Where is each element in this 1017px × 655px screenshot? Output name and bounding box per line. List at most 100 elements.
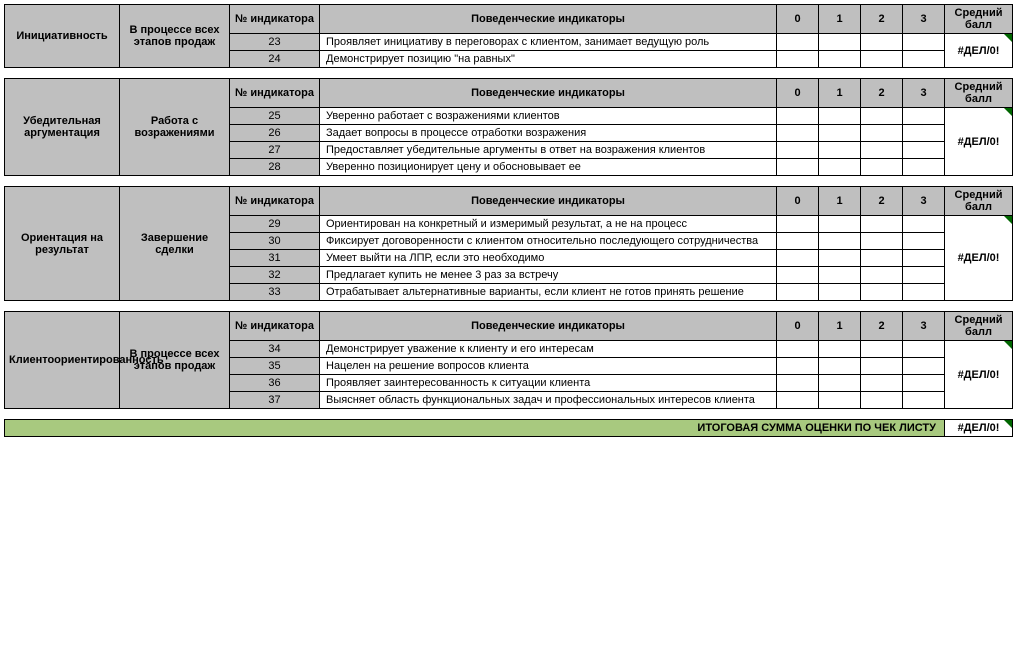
- score-cell-2: [861, 358, 903, 375]
- score-cell-0: [777, 216, 819, 233]
- score-cell-2: [861, 284, 903, 301]
- col-header-avg: Средний балл: [945, 312, 1013, 341]
- col-header-avg: Средний балл: [945, 187, 1013, 216]
- score-cell-2: [861, 125, 903, 142]
- indicator-text: Уверенно работает с возражениями клиенто…: [320, 108, 777, 125]
- competency-section: Убедительная аргументацияРабота с возраж…: [4, 78, 1013, 176]
- col-header-score-3: 3: [903, 187, 945, 216]
- indicator-text: Проявляет инициативу в переговорах с кли…: [320, 34, 777, 51]
- score-cell-1: [819, 108, 861, 125]
- score-cell-2: [861, 34, 903, 51]
- stage-label: В процессе всех этапов продаж: [120, 5, 230, 68]
- indicator-number: 25: [230, 108, 320, 125]
- competency-label: Ориентация на результат: [5, 187, 120, 301]
- score-cell-3: [903, 341, 945, 358]
- indicator-text: Отрабатывает альтернативные варианты, ес…: [320, 284, 777, 301]
- score-cell-1: [819, 375, 861, 392]
- stage-label: Работа с возражениями: [120, 79, 230, 176]
- col-header-score-0: 0: [777, 79, 819, 108]
- score-cell-1: [819, 125, 861, 142]
- stage-label: В процессе всех этапов продаж: [120, 312, 230, 409]
- stage-label: Завершение сделки: [120, 187, 230, 301]
- col-header-score-1: 1: [819, 312, 861, 341]
- indicator-text: Проявляет заинтересованность к ситуации …: [320, 375, 777, 392]
- indicator-number: 31: [230, 250, 320, 267]
- score-cell-0: [777, 250, 819, 267]
- score-cell-0: [777, 375, 819, 392]
- score-cell-2: [861, 392, 903, 409]
- score-cell-3: [903, 375, 945, 392]
- score-cell-3: [903, 51, 945, 68]
- competency-section: ИнициативностьВ процессе всех этапов про…: [4, 4, 1013, 68]
- score-cell-0: [777, 108, 819, 125]
- col-header-num: № индикатора: [230, 79, 320, 108]
- score-cell-2: [861, 341, 903, 358]
- col-header-num: № индикатора: [230, 187, 320, 216]
- score-cell-2: [861, 159, 903, 176]
- score-cell-1: [819, 142, 861, 159]
- avg-error-cell: #ДЕЛ/0!: [945, 108, 1013, 176]
- col-header-score-3: 3: [903, 79, 945, 108]
- score-cell-0: [777, 341, 819, 358]
- indicator-text: Нацелен на решение вопросов клиента: [320, 358, 777, 375]
- competency-section: КлиентоориентированностьВ процессе всех …: [4, 311, 1013, 409]
- score-cell-0: [777, 51, 819, 68]
- col-header-avg: Средний балл: [945, 79, 1013, 108]
- score-cell-0: [777, 233, 819, 250]
- score-cell-0: [777, 142, 819, 159]
- score-cell-1: [819, 284, 861, 301]
- score-cell-3: [903, 392, 945, 409]
- score-cell-3: [903, 159, 945, 176]
- score-cell-1: [819, 233, 861, 250]
- indicator-number: 28: [230, 159, 320, 176]
- col-header-num: № индикатора: [230, 5, 320, 34]
- score-cell-0: [777, 358, 819, 375]
- indicator-text: Уверенно позиционирует цену и обосновыва…: [320, 159, 777, 176]
- score-cell-3: [903, 34, 945, 51]
- col-header-score-0: 0: [777, 187, 819, 216]
- col-header-score-2: 2: [861, 312, 903, 341]
- score-cell-2: [861, 375, 903, 392]
- score-cell-2: [861, 108, 903, 125]
- score-cell-1: [819, 216, 861, 233]
- indicator-text: Фиксирует договоренности с клиентом отно…: [320, 233, 777, 250]
- competency-label: Инициативность: [5, 5, 120, 68]
- indicator-number: 37: [230, 392, 320, 409]
- score-cell-3: [903, 358, 945, 375]
- indicator-number: 24: [230, 51, 320, 68]
- col-header-num: № индикатора: [230, 312, 320, 341]
- indicator-text: Предоставляет убедительные аргументы в о…: [320, 142, 777, 159]
- indicator-text: Задает вопросы в процессе отработки возр…: [320, 125, 777, 142]
- score-cell-1: [819, 34, 861, 51]
- indicator-text: Демонстрирует позицию "на равных": [320, 51, 777, 68]
- col-header-indicators: Поведенческие индикаторы: [320, 79, 777, 108]
- indicator-text: Умеет выйти на ЛПР, если это необходимо: [320, 250, 777, 267]
- score-cell-2: [861, 142, 903, 159]
- competency-label: Клиентоориентированность: [5, 312, 120, 409]
- footer-total-error: #ДЕЛ/0!: [945, 420, 1013, 437]
- assessment-table: Ориентация на результатЗавершение сделки…: [4, 186, 1013, 301]
- score-cell-3: [903, 267, 945, 284]
- score-cell-0: [777, 159, 819, 176]
- avg-error-cell: #ДЕЛ/0!: [945, 341, 1013, 409]
- col-header-score-0: 0: [777, 312, 819, 341]
- score-cell-2: [861, 267, 903, 284]
- competency-section: Ориентация на результатЗавершение сделки…: [4, 186, 1013, 301]
- score-cell-3: [903, 216, 945, 233]
- indicator-number: 35: [230, 358, 320, 375]
- score-cell-0: [777, 284, 819, 301]
- indicator-number: 27: [230, 142, 320, 159]
- indicator-text: Демонстрирует уважение к клиенту и его и…: [320, 341, 777, 358]
- score-cell-1: [819, 358, 861, 375]
- indicator-number: 23: [230, 34, 320, 51]
- assessment-table: Убедительная аргументацияРабота с возраж…: [4, 78, 1013, 176]
- footer-table: ИТОГОВАЯ СУММА ОЦЕНКИ ПО ЧЕК ЛИСТУ#ДЕЛ/0…: [4, 419, 1013, 437]
- col-header-indicators: Поведенческие индикаторы: [320, 5, 777, 34]
- indicator-number: 29: [230, 216, 320, 233]
- score-cell-1: [819, 341, 861, 358]
- score-cell-1: [819, 392, 861, 409]
- score-cell-2: [861, 51, 903, 68]
- score-cell-0: [777, 125, 819, 142]
- competency-label: Убедительная аргументация: [5, 79, 120, 176]
- col-header-indicators: Поведенческие индикаторы: [320, 312, 777, 341]
